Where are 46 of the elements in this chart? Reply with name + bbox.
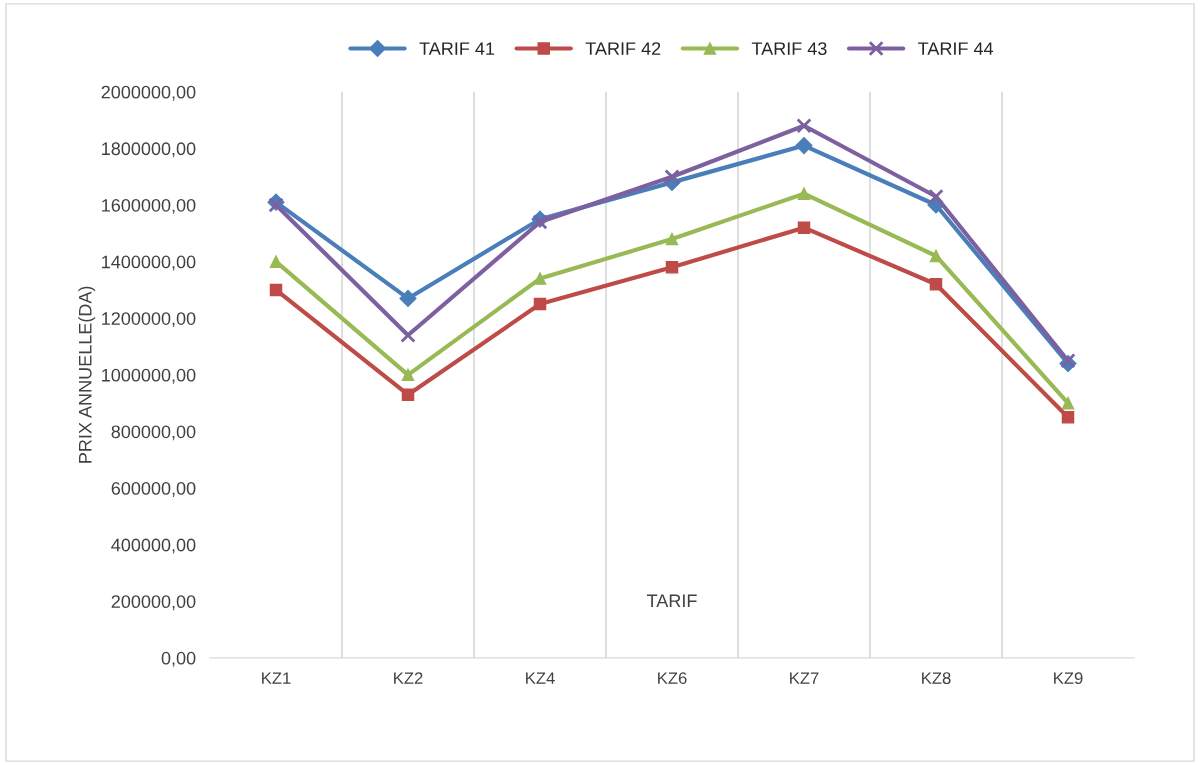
point — [1061, 411, 1075, 424]
point — [795, 137, 813, 155]
y-axis-title: PRIX ANNUELLE(DA) — [78, 286, 96, 463]
point — [1061, 396, 1075, 410]
point — [533, 297, 547, 311]
point — [532, 214, 548, 230]
point — [796, 118, 812, 134]
y-tick-label: 800000,00 — [111, 425, 196, 441]
x-tick-label: KZ8 — [922, 672, 951, 685]
point — [401, 388, 415, 401]
x-tick-label: KZ1 — [262, 672, 291, 684]
point — [399, 289, 417, 307]
y-tick-label: 1200000,00 — [102, 312, 196, 328]
point — [929, 249, 943, 263]
y-tick-label: 1800000,00 — [102, 142, 196, 158]
y-tick-label: 400000,00 — [111, 538, 196, 554]
point — [928, 188, 944, 205]
point — [797, 221, 811, 234]
y-tick-label: 1600000,00 — [102, 198, 196, 214]
point — [400, 327, 416, 343]
y-tick-label: 2000000,00 — [101, 85, 196, 101]
legend-label: TARIF 43 — [751, 42, 827, 55]
point — [929, 278, 943, 291]
point — [1060, 353, 1076, 369]
x-tick-label: KZ4 — [526, 672, 555, 684]
legend-label: TARIF 41 — [419, 42, 495, 55]
y-tick-label: 0,00 — [161, 651, 196, 667]
y-tick-label: 200000,00 — [111, 595, 196, 611]
y-tick-label: 1000000,00 — [102, 368, 196, 384]
annotation: TARIF — [646, 594, 697, 607]
x-tick-label: KZ2 — [394, 672, 423, 684]
y-tick-label: 600000,00 — [111, 482, 196, 497]
point — [665, 261, 679, 274]
point — [269, 283, 283, 297]
legend-label: TARIF 42 — [585, 42, 661, 55]
point — [533, 272, 547, 285]
x-tick-label: KZ9 — [1054, 672, 1083, 685]
legend-label: TARIF 44 — [918, 42, 994, 55]
point — [797, 187, 811, 200]
x-tick-label: KZ6 — [658, 672, 687, 685]
point — [664, 169, 680, 185]
x-tick-label: KZ7 — [790, 672, 819, 684]
point — [401, 368, 415, 382]
y-tick-label: 1400000,00 — [102, 255, 196, 271]
point — [665, 232, 679, 246]
point — [268, 197, 284, 213]
